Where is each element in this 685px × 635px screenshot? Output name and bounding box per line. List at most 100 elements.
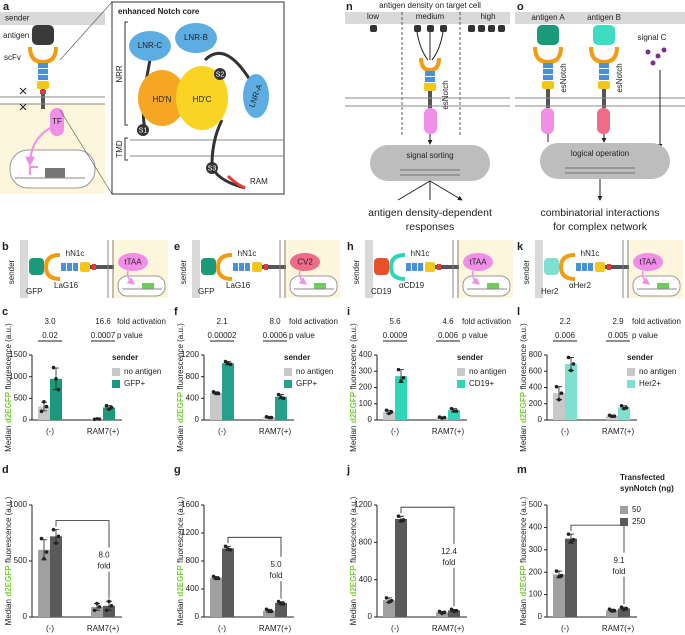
fold-label: fold activation: [289, 317, 338, 326]
binder-label: αCD19: [399, 281, 425, 290]
bar: [210, 392, 222, 420]
y-axis-label: Mediand2EGFPfluorescence (a.u.): [4, 496, 13, 625]
p-value: 0.0009: [383, 331, 408, 340]
data-point: [267, 415, 271, 420]
y-tick-label: 800: [359, 537, 373, 546]
tf: [541, 108, 554, 134]
binder: [388, 253, 406, 281]
p-value: 0.006: [438, 331, 459, 340]
tf: [463, 253, 493, 271]
data-point: [44, 550, 49, 554]
panel-label: h: [347, 241, 354, 253]
data-point: [389, 598, 394, 603]
x-tick-label: (-): [391, 624, 399, 633]
hd-n-label: HD'N: [153, 95, 172, 104]
data-point: [569, 368, 573, 373]
legend-label: Her2+: [639, 379, 661, 388]
data-point: [452, 409, 456, 413]
sender-membrane: [0, 12, 105, 25]
egf: [239, 263, 244, 271]
y-tick-label: 300: [529, 545, 543, 554]
fold-value: 2.2: [559, 317, 571, 326]
sender-membrane: [192, 240, 200, 298]
y-tick-label: 0: [23, 415, 28, 424]
panel-label: k: [517, 241, 524, 253]
p-value: 0.02: [42, 331, 58, 340]
y-tick-label: 1000: [9, 372, 27, 381]
bar: [222, 548, 234, 617]
y-axis-label-part: fluorescence (a.u.): [4, 496, 13, 563]
arrow: [471, 270, 480, 285]
p-value: 0.005: [608, 331, 629, 340]
y-axis-label-part: fluorescence (a.u.): [176, 323, 185, 390]
legend-swatch: [112, 368, 120, 376]
data-point: [557, 397, 561, 402]
bar: [275, 396, 287, 420]
lnr-c: [129, 31, 171, 61]
panel-label: n: [346, 1, 353, 13]
egf: [588, 263, 593, 271]
sender-label: sender: [5, 14, 30, 23]
hd-c-label: HD'C: [193, 95, 212, 104]
bar: [275, 603, 287, 617]
receptor-label: esNotch: [441, 80, 450, 109]
fold-label: fold activation: [117, 317, 166, 326]
data-point: [454, 608, 459, 613]
y-axis-label-part: d2EGFP: [4, 565, 13, 597]
y-tick-label: 800: [186, 372, 200, 381]
y-tick-label: 800: [186, 556, 200, 565]
data-point: [396, 367, 401, 372]
binding: [416, 31, 444, 61]
y-axis-label: Mediand2EGFPfluorescence (a.u.): [176, 496, 185, 625]
binder-label: αHer2: [569, 281, 592, 290]
receptor-stack: [542, 63, 610, 108]
y-tick-label: 0: [195, 415, 200, 424]
data-point: [569, 540, 573, 544]
antigen: [201, 258, 216, 275]
y-tick-label: 0: [23, 612, 28, 621]
hd: [595, 262, 605, 272]
lnr-b-label: LNR-B: [184, 33, 208, 42]
y-tick-label: 0: [538, 612, 543, 621]
bar: [395, 519, 407, 617]
antigen-label: antigen B: [587, 13, 621, 22]
tf-label: tTAA: [639, 258, 657, 267]
egf: [576, 263, 581, 271]
bar: [565, 363, 577, 420]
y-axis-label: Mediand2EGFPfluorescence (a.u.): [519, 323, 528, 452]
hd-n: [138, 70, 186, 126]
antigen: [537, 25, 559, 45]
data-point: [612, 608, 617, 613]
tf: [633, 253, 663, 271]
bar: [383, 600, 395, 617]
cleavage: [437, 264, 441, 270]
x-tick-label: (-): [561, 427, 569, 436]
p-value: 0.0007: [91, 331, 116, 340]
fold-box: [95, 547, 113, 572]
receptor-label: esNotch: [615, 63, 624, 92]
bar: [103, 605, 115, 617]
legend-title: sender: [627, 353, 653, 362]
y-tick-label: 200: [359, 383, 373, 392]
data-point: [42, 556, 46, 561]
reporter-gene: [657, 283, 669, 289]
binder: [215, 253, 233, 281]
data-point: [396, 514, 401, 518]
reporter-gene: [314, 283, 326, 289]
ram-segment: [226, 174, 246, 190]
y-tick-label: 1600: [181, 500, 199, 509]
data-point: [276, 392, 281, 397]
arrow: [547, 134, 604, 142]
bar: [383, 411, 395, 420]
legend-swatch: [457, 368, 465, 376]
panel-label: f: [174, 306, 178, 318]
y-tick-label: 400: [359, 575, 373, 584]
sender-label: sender: [7, 259, 16, 284]
y-tick-label: 400: [359, 350, 373, 359]
legend-swatch: [620, 518, 628, 526]
process-label: signal sorting: [406, 151, 453, 160]
y-axis-label-part: fluorescence (a.u.): [519, 496, 528, 563]
fold-label: fold activation: [632, 317, 681, 326]
outcome: for complex network: [553, 221, 648, 233]
data-point: [384, 596, 389, 600]
